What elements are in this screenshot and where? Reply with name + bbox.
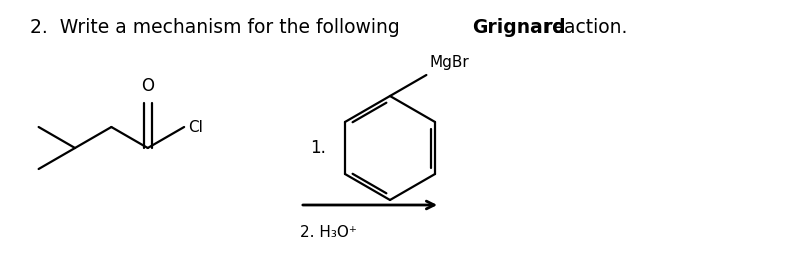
Text: MgBr: MgBr — [430, 55, 469, 70]
Text: 2. H₃O⁺: 2. H₃O⁺ — [300, 225, 357, 240]
Text: Grignard: Grignard — [473, 18, 566, 37]
Text: 1.: 1. — [310, 139, 326, 157]
Text: reaction.: reaction. — [539, 18, 627, 37]
Text: 2.  Write a mechanism for the following: 2. Write a mechanism for the following — [30, 18, 406, 37]
Text: O: O — [141, 77, 155, 95]
Text: Cl: Cl — [188, 119, 203, 134]
